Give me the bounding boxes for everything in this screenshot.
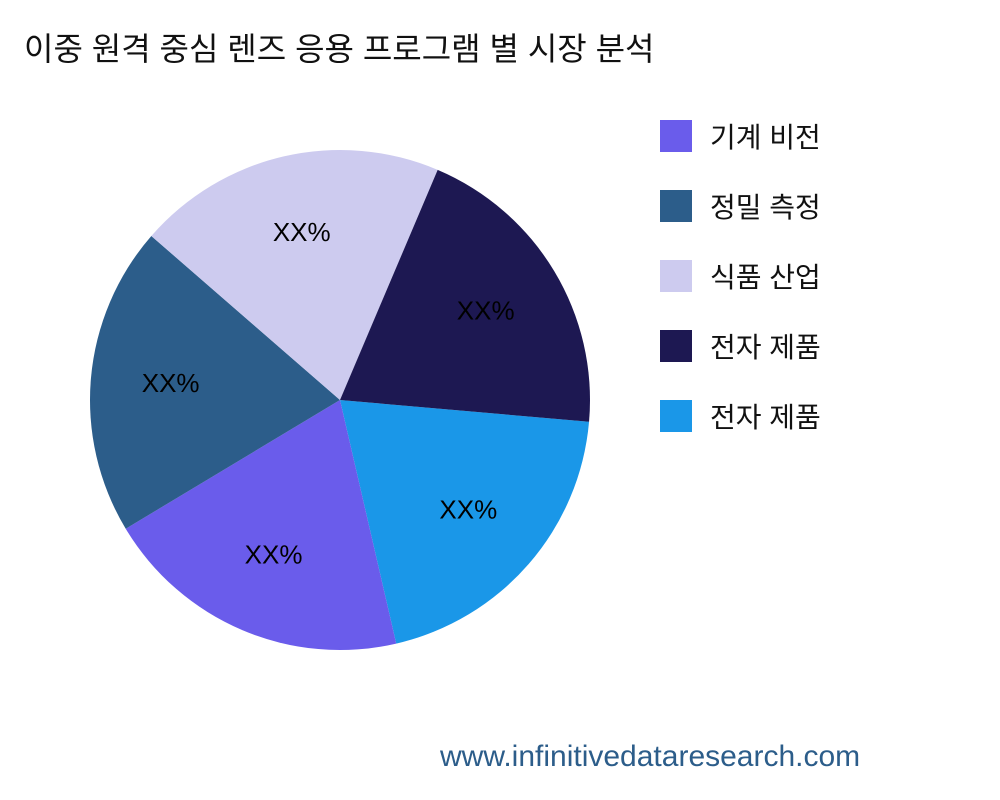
legend-swatch bbox=[660, 330, 692, 362]
legend-label: 정밀 측정 bbox=[710, 186, 821, 226]
legend: 기계 비전정밀 측정식품 산업전자 제품전자 제품 bbox=[660, 120, 821, 432]
legend-item: 기계 비전 bbox=[660, 120, 821, 152]
pie-slice-label: XX% bbox=[273, 217, 331, 247]
legend-label: 식품 산업 bbox=[710, 256, 821, 296]
legend-item: 식품 산업 bbox=[660, 260, 821, 292]
legend-label: 전자 제품 bbox=[710, 396, 821, 436]
source-attribution: www.infinitivedataresearch.com bbox=[440, 740, 860, 774]
legend-swatch bbox=[660, 260, 692, 292]
legend-swatch bbox=[660, 120, 692, 152]
legend-swatch bbox=[660, 400, 692, 432]
legend-label: 기계 비전 bbox=[710, 116, 821, 156]
legend-item: 전자 제품 bbox=[660, 330, 821, 362]
legend-label: 전자 제품 bbox=[710, 326, 821, 366]
pie-slice-label: XX% bbox=[142, 368, 200, 398]
pie-slice-label: XX% bbox=[457, 295, 515, 325]
pie-chart: XX% XX% XX% XX% XX% bbox=[0, 0, 1000, 800]
legend-item: 정밀 측정 bbox=[660, 190, 821, 222]
legend-item: 전자 제품 bbox=[660, 400, 821, 432]
legend-swatch bbox=[660, 190, 692, 222]
pie-slice-label: XX% bbox=[245, 539, 303, 569]
pie-slice-label: XX% bbox=[439, 494, 497, 524]
